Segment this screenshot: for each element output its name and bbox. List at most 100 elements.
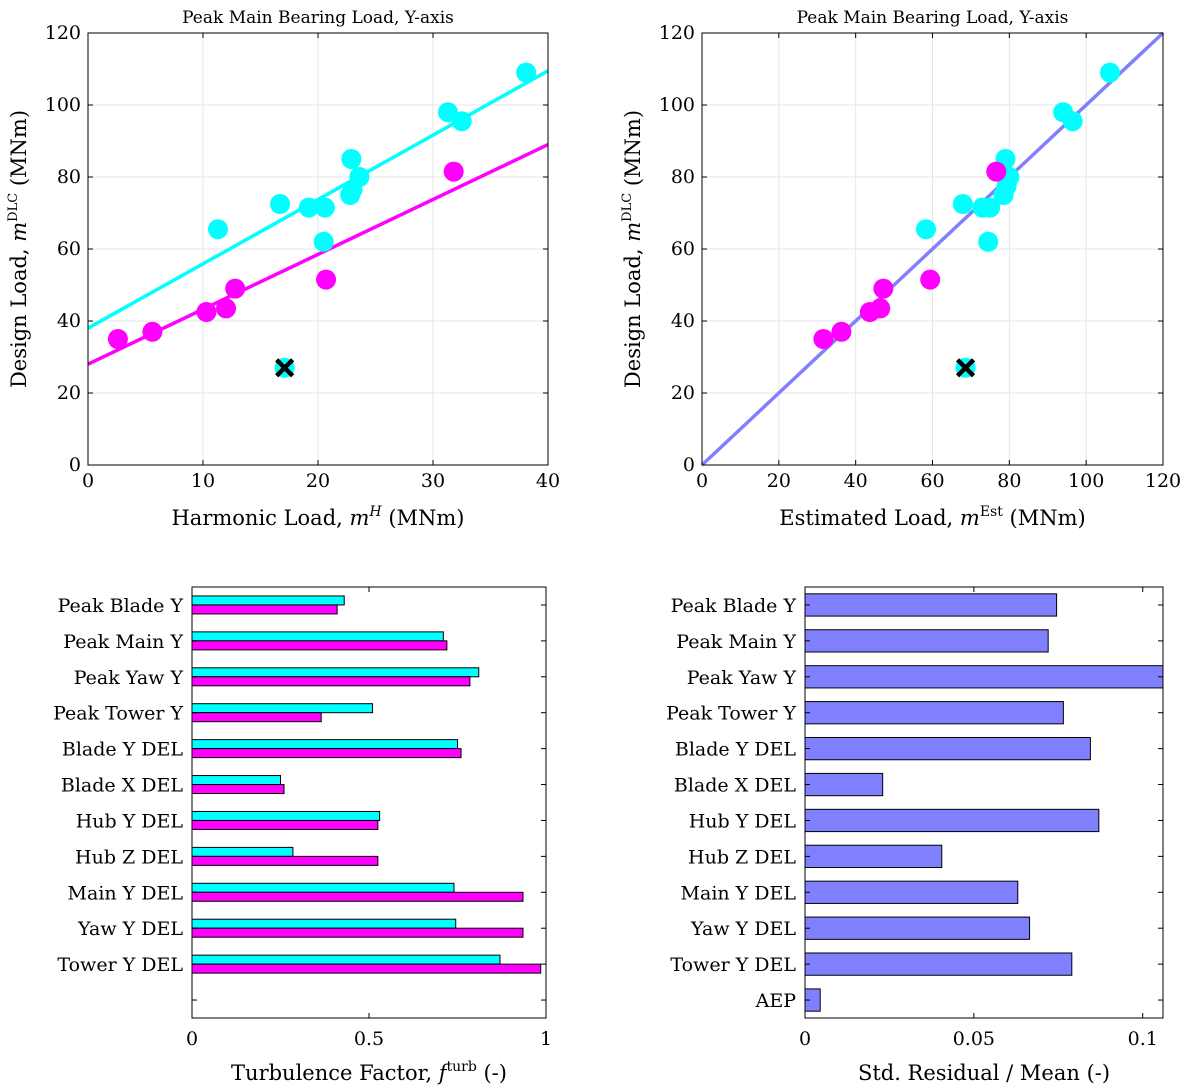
bar bbox=[804, 808, 1100, 833]
data-point bbox=[298, 197, 319, 218]
scatter-panel-harmonic: 0 10 20 30 40 0 20 40 60 80 100 120 Peak Main Beari… bbox=[6, 8, 560, 530]
x-tick-label: 30 bbox=[421, 470, 445, 492]
chart-title: Peak Main Bearing Load, Y-axis bbox=[182, 8, 454, 28]
bar bbox=[191, 891, 524, 902]
category-label: Hub Z DEL bbox=[75, 846, 183, 868]
bar bbox=[191, 927, 524, 938]
data-point bbox=[313, 231, 334, 252]
bar bbox=[191, 703, 374, 714]
data-point bbox=[207, 219, 228, 240]
x-axis-label: Turbulence Factor, fturb (-) bbox=[231, 1059, 507, 1085]
x-tick-label: 0 bbox=[696, 470, 708, 492]
bar bbox=[804, 629, 1049, 653]
category-label: Tower Y DEL bbox=[670, 954, 796, 976]
bar-panel-turbulence: Peak Blade Y Peak Main Y Peak Yaw Y Peak To… bbox=[53, 586, 552, 1085]
bar bbox=[804, 593, 1058, 617]
y-tick-label: 40 bbox=[57, 310, 81, 332]
bar-panel-residual: Peak Blade Y Peak Main Y Peak Yaw Y Peak To… bbox=[666, 586, 1164, 1085]
category-label: Peak Tower Y bbox=[666, 703, 796, 725]
data-point bbox=[142, 321, 163, 342]
y-tick-label: 100 bbox=[659, 94, 695, 116]
data-point bbox=[314, 197, 335, 218]
data-point bbox=[980, 197, 1001, 218]
category-label: Peak Yaw Y bbox=[74, 667, 184, 689]
bar bbox=[191, 810, 381, 821]
bar bbox=[191, 882, 455, 893]
x-axis-label: Harmonic Load, mH (MNm) bbox=[171, 504, 464, 530]
data-point bbox=[915, 219, 936, 240]
category-label: Main Y DEL bbox=[68, 882, 184, 904]
x-tick-label: 10 bbox=[191, 470, 215, 492]
bar bbox=[191, 918, 457, 929]
category-label: Peak Main Y bbox=[63, 631, 183, 653]
x-tick-label: 1 bbox=[540, 1028, 552, 1050]
y-tick-label: 60 bbox=[57, 238, 81, 260]
category-label: Peak Tower Y bbox=[53, 703, 183, 725]
category-label: Tower Y DEL bbox=[57, 954, 183, 976]
y-tick-label: 20 bbox=[671, 382, 695, 404]
data-point bbox=[316, 269, 337, 290]
data-point bbox=[516, 62, 537, 83]
category-label: Yaw Y DEL bbox=[690, 918, 796, 940]
bar bbox=[191, 595, 345, 606]
category-label: Blade Y DEL bbox=[62, 739, 183, 761]
tick-labels: Peak Blade Y Peak Main Y Peak Yaw Y Peak To… bbox=[53, 587, 552, 1050]
bar bbox=[191, 954, 501, 965]
bar bbox=[804, 665, 1164, 689]
bar bbox=[191, 784, 285, 795]
x-tick-label: 0 bbox=[799, 1028, 811, 1050]
data-point bbox=[1062, 111, 1083, 132]
outlier-x-marker bbox=[275, 358, 295, 378]
y-tick-label: 0 bbox=[69, 454, 81, 476]
x-tick-label: 60 bbox=[920, 470, 944, 492]
y-tick-label: 60 bbox=[671, 238, 695, 260]
bar bbox=[804, 952, 1073, 976]
data-point bbox=[216, 298, 236, 319]
category-label: Blade X DEL bbox=[674, 775, 796, 797]
data-points bbox=[107, 62, 537, 378]
bar bbox=[804, 916, 1031, 940]
y-tick-label: 0 bbox=[683, 454, 695, 476]
bar bbox=[191, 748, 462, 759]
x-tick-label: 0.1 bbox=[1128, 1028, 1158, 1050]
data-point bbox=[1099, 62, 1120, 83]
bar bbox=[191, 846, 294, 857]
bar bbox=[191, 712, 322, 723]
bar bbox=[191, 676, 471, 687]
category-label: Hub Y DEL bbox=[76, 810, 184, 832]
category-label: Hub Y DEL bbox=[689, 810, 797, 832]
x-tick-label: 20 bbox=[306, 470, 330, 492]
data-point bbox=[986, 161, 1007, 182]
bar bbox=[804, 880, 1019, 904]
y-tick-label: 100 bbox=[45, 94, 81, 116]
y-tick-label: 20 bbox=[57, 382, 81, 404]
axes-frame bbox=[701, 32, 1164, 466]
fit-line bbox=[87, 69, 549, 330]
data-point bbox=[952, 194, 973, 214]
fit-lines bbox=[700, 31, 1165, 467]
data-point bbox=[873, 278, 894, 299]
y-tick-label: 120 bbox=[45, 22, 81, 44]
bar bbox=[191, 640, 448, 651]
bar bbox=[191, 739, 458, 750]
fit-line bbox=[700, 31, 1165, 467]
bar bbox=[191, 631, 444, 642]
data-point bbox=[978, 231, 999, 252]
outlier-x-marker bbox=[955, 358, 976, 378]
data-point bbox=[341, 149, 362, 169]
x-tick-label: 0.5 bbox=[354, 1028, 384, 1050]
tick-labels: 0 20 40 60 80 100 120 0 20 40 60 80 100 120 bbox=[659, 22, 1181, 492]
data-point bbox=[107, 329, 128, 349]
data-point bbox=[349, 167, 370, 187]
bar bbox=[191, 963, 542, 974]
x-tick-label: 100 bbox=[1068, 470, 1104, 492]
tick-labels: 0 10 20 30 40 0 20 40 60 80 100 120 bbox=[45, 22, 560, 492]
bars bbox=[804, 593, 1164, 1012]
data-point bbox=[225, 278, 246, 299]
y-tick-label: 40 bbox=[671, 310, 695, 332]
chart-title: Peak Main Bearing Load, Y-axis bbox=[797, 8, 1069, 28]
x-tick-label: 80 bbox=[997, 470, 1021, 492]
data-point bbox=[270, 194, 291, 214]
category-label: Hub Z DEL bbox=[688, 846, 796, 868]
data-point bbox=[196, 302, 217, 322]
